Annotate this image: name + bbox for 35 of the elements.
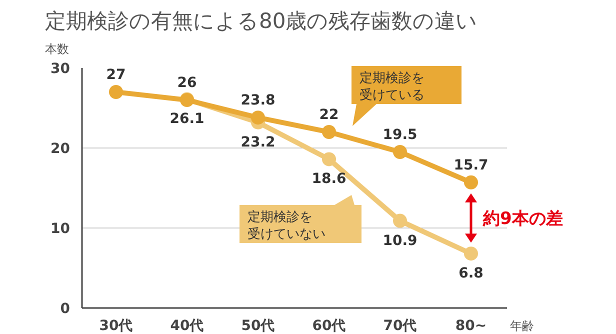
x-tick-label: 40代 [170,318,204,334]
text: 定期検診を受けていない [248,210,326,242]
x-tick-label: 70代 [383,318,417,334]
data-label: 19.5 [382,127,418,143]
data-label: 26 [177,75,197,91]
point [393,214,407,228]
data-label: 26.1 [170,111,204,128]
data-label: 27 [106,67,126,83]
y-tick-label: 10 [50,221,70,237]
x-tick-label: 30代 [99,318,133,334]
x-tick-label: 60代 [312,318,346,334]
data-label: 23.8 [240,92,276,109]
y-tick-label: 30 [50,61,70,77]
y-axis-title: 本数 [45,42,69,56]
point [393,145,407,159]
data-label: 23.2 [240,134,276,150]
y-tick-label: 20 [50,141,70,157]
data-label: 6.8 [458,266,484,282]
y-tick-label: 0 [60,301,70,317]
data-label: 10.9 [382,232,418,249]
point [251,110,265,125]
data-label: 15.7 [454,157,488,174]
text: 定期検診を受けている [360,71,424,103]
data-label: 22 [319,107,339,123]
point [464,175,478,190]
annotation: 約9本の差 [482,209,563,229]
point [322,152,336,166]
data-label: 18.6 [312,171,346,188]
point [464,246,478,261]
point [109,85,123,99]
x-axis-title: 年齢 [510,319,534,333]
x-tick-label: 50代 [241,318,275,334]
x-tick-label: 80~ [455,318,487,334]
chart-title: 定期検診の有無による80歳の残存歯数の違い [45,9,478,33]
point [322,125,336,139]
